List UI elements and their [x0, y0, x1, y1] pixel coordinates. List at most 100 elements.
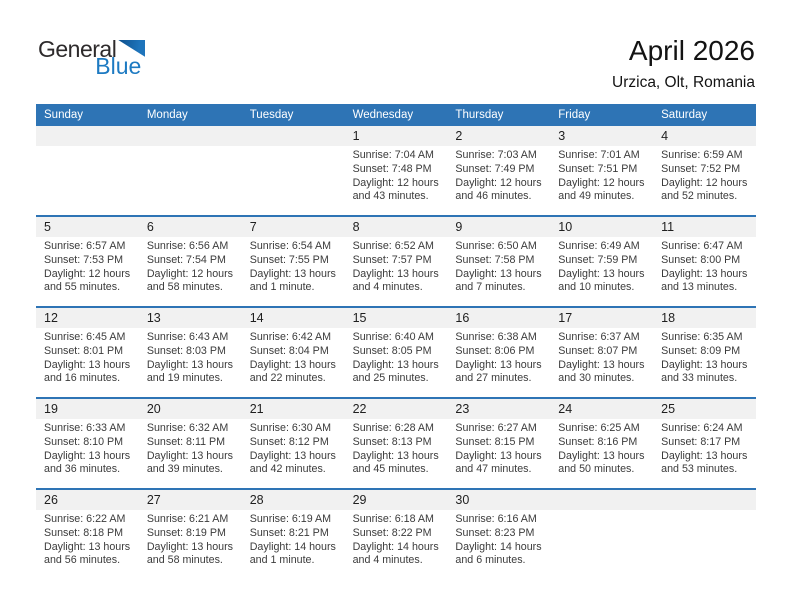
- week-row: 26 Sunrise: 6:22 AM Sunset: 8:18 PM Dayligh…: [36, 488, 756, 579]
- day-number: 21: [241, 399, 345, 419]
- day-cell-16: 16 Sunrise: 6:38 AM Sunset: 8:06 PM Dayligh…: [447, 308, 551, 397]
- day-number: 28: [241, 490, 345, 510]
- detail-line: and 4 minutes.: [352, 554, 423, 567]
- day-details: Sunrise: 6:18 AM Sunset: 8:22 PM Daylight:…: [345, 510, 448, 568]
- day-number: 10: [550, 217, 654, 237]
- day-cell-30: 30 Sunrise: 6:16 AM Sunset: 8:23 PM Dayligh…: [447, 490, 551, 579]
- detail-line: Sunrise: 6:19 AM: [249, 513, 332, 525]
- day-number: 29: [344, 490, 448, 510]
- day-details: Sunrise: 6:47 AM Sunset: 8:00 PM Daylight:…: [653, 237, 756, 295]
- page-title: April 2026: [628, 35, 755, 66]
- day-details: Sunrise: 6:32 AM Sunset: 8:11 PM Daylight:…: [139, 419, 242, 477]
- day-details: Sunrise: 7:01 AM Sunset: 7:51 PM Daylight:…: [550, 146, 653, 204]
- detail-line: Daylight: 13 hours: [455, 267, 542, 280]
- day-number: 27: [138, 490, 242, 510]
- detail-line: and 56 minutes.: [44, 554, 121, 567]
- day-number: 20: [138, 399, 242, 419]
- detail-line: and 19 minutes.: [146, 372, 223, 385]
- detail-line: Daylight: 13 hours: [44, 540, 131, 553]
- day-number: 22: [344, 399, 448, 419]
- detail-line: Daylight: 12 hours: [455, 176, 542, 189]
- detail-line: Sunset: 7:51 PM: [558, 162, 638, 175]
- detail-line: Sunset: 8:00 PM: [661, 253, 741, 266]
- day-cell-11: 11 Sunrise: 6:47 AM Sunset: 8:00 PM Dayligh…: [653, 217, 756, 306]
- detail-line: and 43 minutes.: [352, 190, 429, 203]
- day-number: 11: [653, 217, 756, 237]
- day-number: 24: [550, 399, 654, 419]
- detail-line: Sunrise: 6:42 AM: [249, 331, 332, 343]
- weekday-header-friday: Friday: [558, 109, 591, 121]
- weekday-header-thursday: Thursday: [455, 109, 504, 121]
- calendar-table: Sunday Monday Tuesday Wednesday Thursday…: [36, 104, 756, 579]
- day-details: Sunrise: 6:22 AM Sunset: 8:18 PM Daylight:…: [36, 510, 139, 568]
- day-details: Sunrise: 6:42 AM Sunset: 8:04 PM Daylight:…: [242, 328, 345, 386]
- detail-line: Daylight: 13 hours: [146, 449, 233, 462]
- detail-line: and 52 minutes.: [661, 190, 738, 203]
- detail-line: Sunrise: 6:56 AM: [146, 240, 229, 252]
- day-cell-15: 15 Sunrise: 6:40 AM Sunset: 8:05 PM Dayligh…: [344, 308, 448, 397]
- detail-line: and 13 minutes.: [661, 281, 738, 294]
- title-block: April 2026 Urzica, Olt, Romania: [612, 35, 755, 92]
- detail-line: and 42 minutes.: [249, 463, 326, 476]
- logo-text-blue: Blue: [95, 53, 142, 79]
- detail-line: and 58 minutes.: [146, 554, 223, 567]
- day-cell-6: 6 Sunrise: 6:56 AM Sunset: 7:54 PM Daylight…: [138, 217, 242, 306]
- detail-line: Sunrise: 6:30 AM: [249, 422, 332, 434]
- detail-line: and 1 minute.: [249, 554, 315, 567]
- day-number: 26: [36, 490, 139, 510]
- day-cell-19: 19 Sunrise: 6:33 AM Sunset: 8:10 PM Dayligh…: [36, 399, 139, 488]
- day-cell-20: 20 Sunrise: 6:32 AM Sunset: 8:11 PM Dayligh…: [138, 399, 242, 488]
- day-details: Sunrise: 6:59 AM Sunset: 7:52 PM Daylight:…: [653, 146, 756, 204]
- detail-line: Sunrise: 6:16 AM: [455, 513, 537, 525]
- detail-line: Daylight: 13 hours: [661, 358, 748, 371]
- detail-line: Daylight: 12 hours: [44, 267, 131, 280]
- detail-line: Sunrise: 6:24 AM: [661, 422, 743, 434]
- detail-line: Sunset: 7:55 PM: [249, 253, 329, 266]
- detail-line: Sunrise: 6:57 AM: [44, 240, 126, 252]
- detail-line: Daylight: 14 hours: [249, 540, 336, 553]
- detail-line: Sunset: 8:03 PM: [146, 344, 226, 357]
- day-details: Sunrise: 6:16 AM Sunset: 8:23 PM Daylight:…: [447, 510, 550, 568]
- day-cell-7: 7 Sunrise: 6:54 AM Sunset: 7:55 PM Daylight…: [241, 217, 345, 306]
- day-cell-2: 2 Sunrise: 7:03 AM Sunset: 7:49 PM Daylight…: [447, 126, 551, 215]
- detail-line: Sunset: 7:59 PM: [558, 253, 638, 266]
- detail-line: and 22 minutes.: [249, 372, 326, 385]
- day-details: Sunrise: 6:43 AM Sunset: 8:03 PM Daylight:…: [139, 328, 242, 386]
- weekday-header-saturday: Saturday: [661, 109, 708, 121]
- detail-line: Sunset: 8:05 PM: [352, 344, 432, 357]
- day-cell-29: 29 Sunrise: 6:18 AM Sunset: 8:22 PM Dayligh…: [344, 490, 448, 579]
- detail-line: and 10 minutes.: [558, 281, 635, 294]
- weekday-header-sunday: Sunday: [44, 109, 84, 121]
- day-number: 6: [138, 217, 242, 237]
- day-number: [36, 126, 139, 146]
- detail-line: Sunset: 7:57 PM: [352, 253, 432, 266]
- detail-line: and 55 minutes.: [44, 281, 121, 294]
- detail-line: and 16 minutes.: [44, 372, 121, 385]
- day-number: 2: [447, 126, 551, 146]
- day-cell-28: 28 Sunrise: 6:19 AM Sunset: 8:21 PM Dayligh…: [241, 490, 345, 579]
- detail-line: and 6 minutes.: [455, 554, 526, 567]
- day-number: [138, 126, 242, 146]
- detail-line: Sunset: 7:52 PM: [661, 162, 741, 175]
- detail-line: Sunset: 8:04 PM: [249, 344, 329, 357]
- day-number: 8: [344, 217, 448, 237]
- detail-line: and 58 minutes.: [146, 281, 223, 294]
- day-number: 4: [653, 126, 756, 146]
- day-details: Sunrise: 6:49 AM Sunset: 7:59 PM Daylight:…: [550, 237, 653, 295]
- weekday-header-wednesday: Wednesday: [352, 109, 414, 121]
- day-number: 23: [447, 399, 551, 419]
- day-details: Sunrise: 6:38 AM Sunset: 8:06 PM Daylight:…: [447, 328, 550, 386]
- detail-line: Sunrise: 6:18 AM: [352, 513, 434, 525]
- detail-line: Sunrise: 7:01 AM: [558, 149, 640, 161]
- detail-line: and 25 minutes.: [352, 372, 429, 385]
- day-cell-25: 25 Sunrise: 6:24 AM Sunset: 8:17 PM Dayligh…: [653, 399, 756, 488]
- week-row: 1 Sunrise: 7:04 AM Sunset: 7:48 PM Daylight…: [36, 126, 756, 215]
- detail-line: Sunrise: 6:27 AM: [455, 422, 537, 434]
- detail-line: and 39 minutes.: [146, 463, 223, 476]
- day-details: Sunrise: 6:40 AM Sunset: 8:05 PM Daylight:…: [345, 328, 448, 386]
- detail-line: Daylight: 13 hours: [249, 358, 336, 371]
- day-number: [241, 126, 345, 146]
- week-row: 12 Sunrise: 6:45 AM Sunset: 8:01 PM Dayligh…: [36, 306, 756, 397]
- day-number: 17: [550, 308, 654, 328]
- detail-line: and 46 minutes.: [455, 190, 532, 203]
